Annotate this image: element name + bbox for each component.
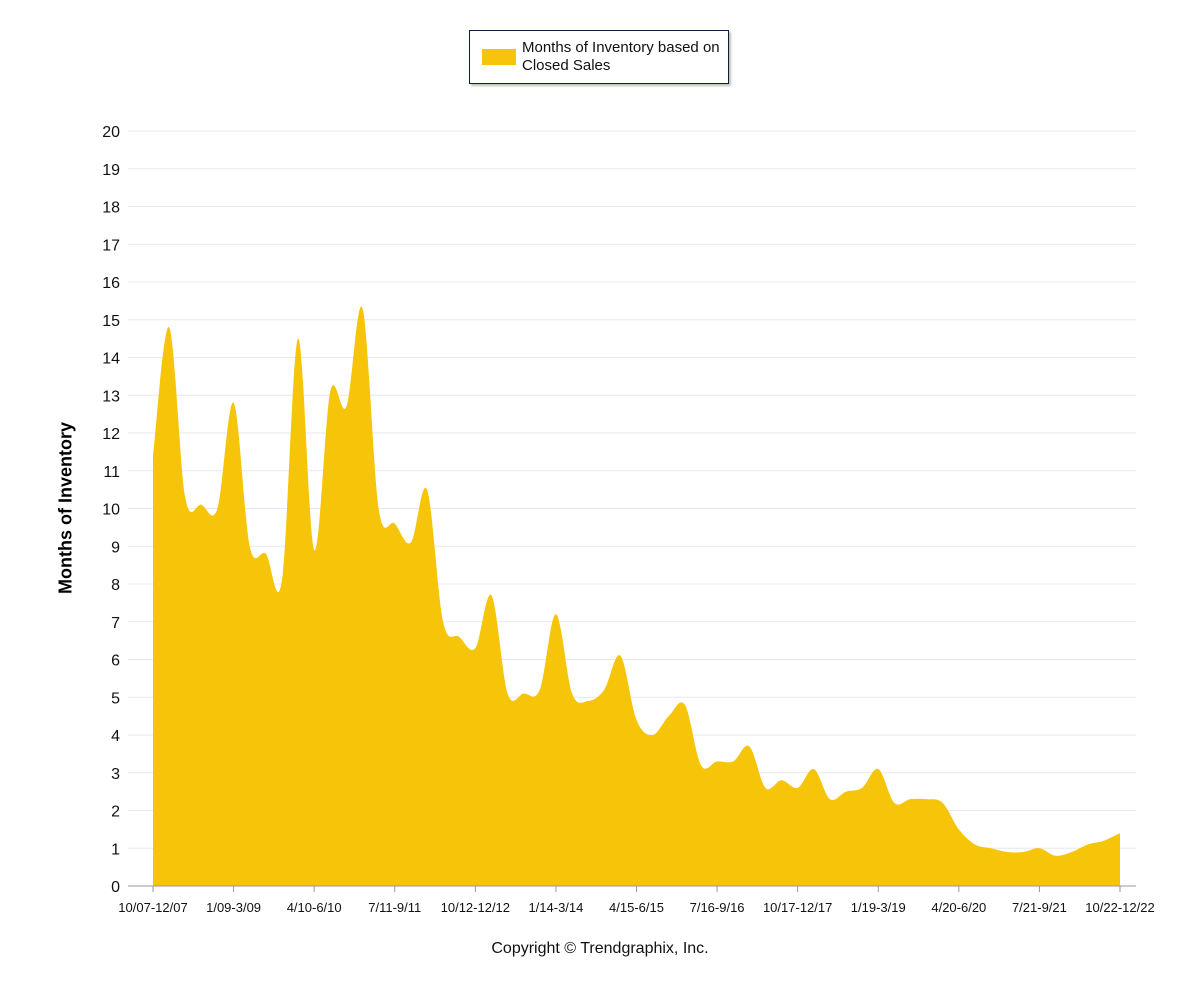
x-tick-label: 4/20-6/20 — [931, 900, 986, 915]
y-tick-label: 2 — [111, 804, 120, 821]
x-tick-label: 7/16-9/16 — [690, 900, 745, 915]
y-axis-title: Months of Inventory — [55, 422, 76, 594]
y-tick-label: 6 — [111, 653, 120, 670]
y-tick-label: 9 — [111, 539, 120, 556]
x-tick-label: 7/11-9/11 — [368, 900, 421, 915]
y-tick-label: 18 — [102, 200, 120, 217]
y-tick-label: 12 — [102, 426, 120, 443]
x-tick-label: 1/14-3/14 — [528, 900, 583, 915]
legend-swatch — [482, 49, 516, 65]
y-tick-label: 4 — [111, 728, 120, 745]
y-tick-label: 13 — [102, 388, 120, 405]
copyright-text: Copyright © Trendgraphix, Inc. — [491, 940, 709, 957]
x-tick-label: 1/09-3/09 — [206, 900, 261, 915]
x-tick-label: 10/12-12/12 — [441, 900, 510, 915]
x-tick-label: 10/07-12/07 — [118, 900, 187, 915]
y-tick-label: 0 — [111, 879, 120, 896]
y-tick-label: 7 — [111, 615, 120, 632]
x-tick-label: 4/15-6/15 — [609, 900, 664, 915]
y-tick-label: 19 — [102, 162, 120, 179]
y-tick-label: 3 — [111, 766, 120, 783]
y-tick-label: 1 — [111, 841, 120, 858]
y-tick-label: 16 — [102, 275, 120, 292]
x-tick-label: 10/17-12/17 — [763, 900, 832, 915]
y-tick-label: 11 — [103, 464, 120, 481]
x-tick-label: 10/22-12/22 — [1085, 900, 1154, 915]
x-axis: 10/07-12/07 1/09-3/09 4/10-6/10 7/11-9/11 10… — [118, 886, 1155, 915]
y-tick-label: 10 — [102, 502, 120, 519]
y-tick-label: 15 — [102, 313, 120, 330]
legend: Months of Inventory based on Closed Sale… — [469, 30, 729, 84]
y-tick-label: 20 — [102, 124, 120, 141]
x-tick-label: 7/21-9/21 — [1012, 900, 1067, 915]
area-series-months-of-inventory — [153, 306, 1120, 886]
y-tick-label: 17 — [102, 237, 120, 254]
y-tick-label: 14 — [102, 351, 120, 368]
y-tick-label: 5 — [111, 690, 120, 707]
legend-label: Months of Inventory based on Closed Sale… — [522, 39, 720, 74]
x-tick-label: 1/19-3/19 — [851, 900, 906, 915]
y-tick-label: 8 — [111, 577, 120, 594]
x-tick-label: 4/10-6/10 — [287, 900, 342, 915]
